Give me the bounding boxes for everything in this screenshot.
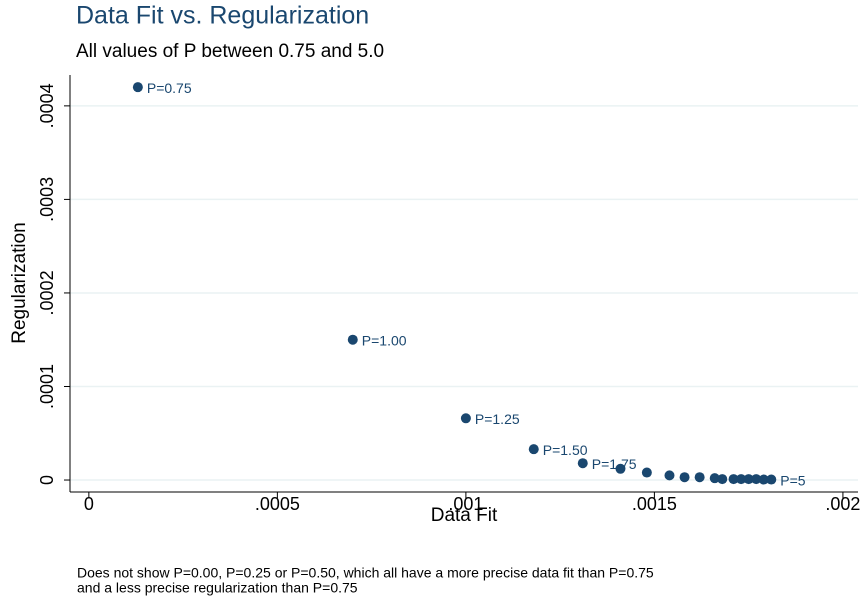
point: [717, 474, 728, 485]
note: and a less precise regularization than P…: [77, 580, 358, 596]
point: [709, 473, 720, 484]
point: [528, 444, 539, 455]
chart-title: Data Fit vs. Regularization: [76, 2, 369, 30]
point: [758, 474, 769, 485]
note: Does not show P=0.00, P=0.25 or P=0.50, …: [77, 565, 654, 581]
point-label: P=1.50: [543, 442, 588, 458]
x-tick-label: .0015: [632, 494, 677, 514]
y-axis-title: Regularization: [9, 222, 30, 343]
point: [615, 463, 626, 474]
y-tick-label: .0003: [37, 177, 57, 222]
y-tick-label: .0001: [37, 364, 57, 409]
x-tick-label: .001: [448, 494, 483, 514]
point-label: P=0.75: [147, 80, 192, 96]
x-axis-title: Data Fit: [431, 505, 498, 526]
y-tick-label: .0004: [37, 83, 57, 128]
point: [577, 458, 588, 469]
point: [664, 470, 675, 481]
point: [347, 334, 358, 345]
point: [743, 474, 754, 485]
point: [694, 472, 705, 483]
y-tick-label: .0002: [37, 270, 57, 315]
point-label: P=5: [780, 472, 806, 488]
point: [728, 474, 739, 485]
y-tick-label: 0: [37, 475, 57, 485]
point: [641, 467, 652, 478]
point: [132, 82, 143, 93]
chart-subtitle: All values of P between 0.75 and 5.0: [76, 41, 384, 62]
point: [460, 413, 471, 424]
point: [736, 474, 747, 485]
point: [751, 474, 762, 485]
point-label: P=1.25: [475, 411, 520, 427]
point: [679, 472, 690, 483]
point-label: P=1.00: [362, 332, 407, 348]
point: [766, 474, 777, 485]
x-tick-label: 0: [84, 494, 94, 514]
x-tick-label: .002: [825, 494, 860, 514]
point-label: P=1.75: [592, 456, 637, 472]
x-tick-label: .0005: [255, 494, 300, 514]
